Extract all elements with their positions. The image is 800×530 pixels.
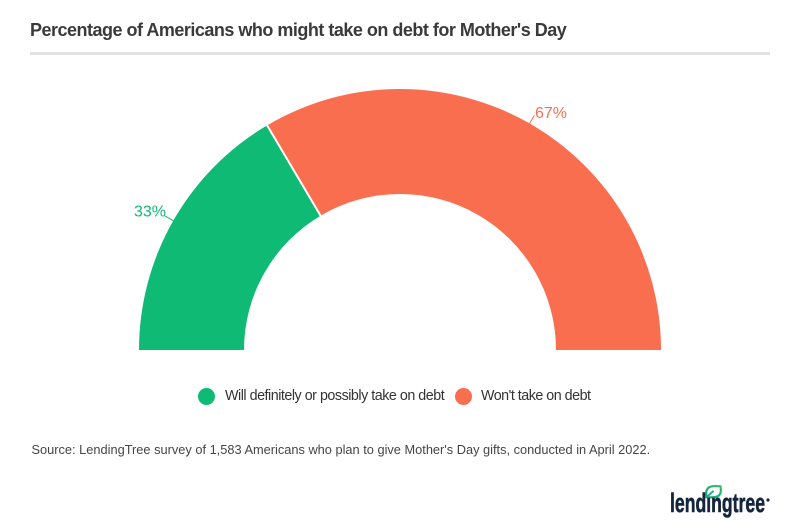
- svg-text:33%: 33%: [134, 204, 166, 221]
- svg-text:67%: 67%: [535, 105, 567, 122]
- svg-text:lendıngtree: lendıngtree: [670, 488, 765, 518]
